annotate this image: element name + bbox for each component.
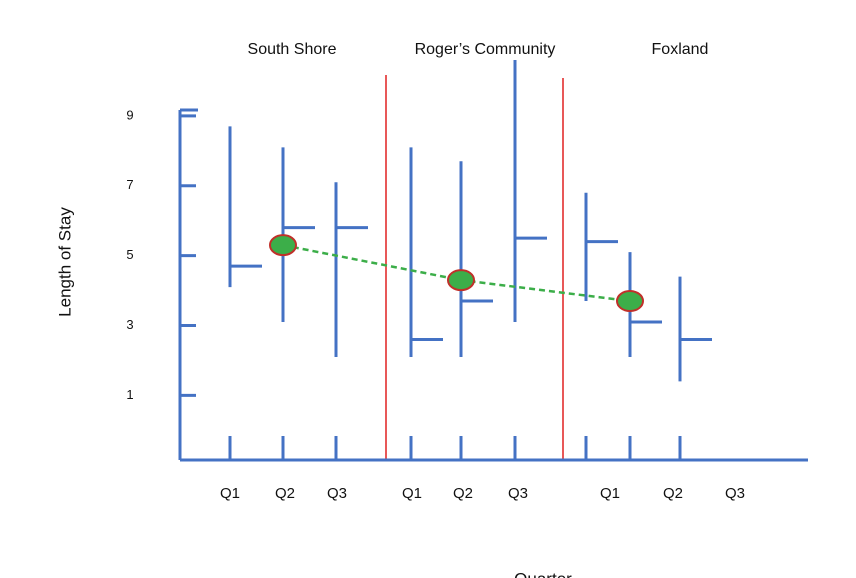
y-tick-label: 3 xyxy=(126,317,133,332)
x-tick-label: Q1 xyxy=(220,485,240,502)
x-tick-label: Q3 xyxy=(725,485,745,502)
x-tick-label: Q2 xyxy=(663,485,683,502)
x-tick-label: Q2 xyxy=(275,485,295,502)
y-axis-label: Length of Stay xyxy=(55,207,74,317)
mean-marker xyxy=(269,234,297,257)
x-tick-label: Q1 xyxy=(600,485,620,502)
group-title: Roger’s Community xyxy=(415,41,556,58)
x-tick-label: Q2 xyxy=(453,485,473,502)
x-tick-label: Q3 xyxy=(508,485,528,502)
mean-marker xyxy=(616,290,644,313)
x-tick-label: Q1 xyxy=(402,485,422,502)
group-title: Foxland xyxy=(652,41,709,58)
y-tick-label: 1 xyxy=(126,387,133,402)
y-tick-label: 7 xyxy=(126,177,133,192)
mean-marker xyxy=(447,269,475,292)
y-tick-label: 9 xyxy=(126,107,133,122)
x-axis-label: Quarter xyxy=(514,569,572,578)
group-title: South Shore xyxy=(248,41,337,58)
y-tick-label: 5 xyxy=(126,247,133,262)
x-tick-label: Q3 xyxy=(327,485,347,502)
